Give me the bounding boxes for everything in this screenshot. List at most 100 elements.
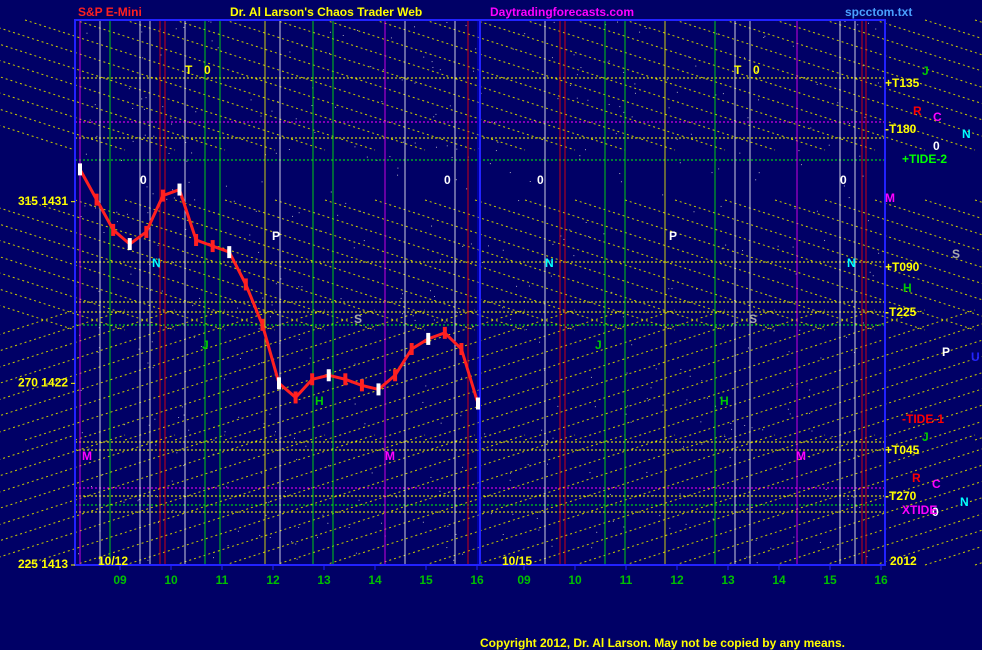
star	[440, 422, 442, 424]
star	[146, 186, 148, 188]
annotation: +TIDE-2	[902, 152, 947, 166]
diagonal	[474, 199, 876, 331]
diagonal	[0, 223, 326, 331]
x-tick-label: 15	[419, 573, 433, 587]
star	[549, 260, 551, 262]
star	[689, 375, 691, 377]
star	[200, 346, 202, 348]
x-tick-label: 11	[620, 573, 633, 587]
star	[258, 328, 260, 330]
diagonal	[274, 199, 676, 331]
star	[389, 156, 391, 158]
y-tick-label: 315 1431	[18, 194, 68, 208]
star	[679, 493, 681, 495]
star	[608, 103, 610, 105]
diagonal	[324, 199, 726, 331]
star	[547, 440, 549, 442]
star	[94, 104, 96, 106]
annotation: 0	[932, 505, 939, 519]
price-bar	[243, 278, 248, 291]
star	[233, 200, 235, 202]
star	[811, 430, 813, 432]
star	[161, 290, 163, 292]
star	[322, 514, 324, 516]
price-bar	[144, 225, 149, 238]
star	[490, 513, 492, 515]
star	[512, 513, 514, 515]
star	[183, 465, 185, 467]
diagonal	[174, 309, 576, 441]
diagonal	[524, 199, 926, 331]
star	[770, 547, 772, 549]
annotation: 0	[444, 173, 451, 187]
star	[828, 144, 830, 146]
star	[288, 149, 290, 151]
file-name: spcctom.txt	[845, 5, 912, 19]
star	[680, 368, 682, 370]
star	[334, 106, 336, 108]
star	[173, 197, 175, 199]
star	[155, 444, 157, 446]
star	[191, 152, 193, 154]
star	[342, 34, 344, 36]
diagonal	[24, 309, 426, 441]
star	[88, 448, 90, 450]
annotation: T	[185, 63, 193, 77]
star	[151, 341, 153, 343]
diagonal	[24, 19, 426, 151]
star	[412, 315, 414, 317]
star	[573, 54, 575, 56]
diagonal	[0, 434, 76, 460]
star	[591, 547, 593, 549]
star	[487, 245, 489, 247]
star	[725, 244, 727, 246]
star	[260, 115, 262, 117]
diagonal	[0, 309, 76, 335]
star	[138, 348, 140, 350]
diagonal	[774, 199, 982, 268]
star	[84, 205, 86, 207]
price-bar	[111, 223, 116, 236]
star	[435, 113, 437, 115]
star	[798, 150, 800, 152]
star	[141, 98, 143, 100]
diagonal	[724, 19, 982, 105]
star	[148, 424, 150, 426]
star	[560, 235, 562, 237]
diagonal	[674, 199, 982, 301]
diagonal	[0, 309, 376, 433]
star	[353, 247, 355, 249]
star	[563, 238, 565, 240]
star	[137, 500, 139, 502]
star	[311, 105, 313, 107]
diagonal	[0, 434, 376, 558]
star	[551, 57, 553, 59]
star	[719, 397, 721, 399]
star	[617, 21, 619, 23]
star	[309, 357, 311, 359]
star	[550, 275, 552, 277]
star	[730, 325, 732, 327]
star	[211, 471, 213, 473]
star	[98, 290, 100, 292]
diagonal	[824, 199, 982, 252]
star	[262, 297, 264, 299]
star	[275, 283, 277, 285]
star	[327, 522, 329, 524]
star	[249, 234, 251, 236]
star	[130, 273, 132, 275]
price-bar	[94, 193, 99, 206]
annotation: 0	[753, 63, 760, 77]
star	[150, 289, 152, 291]
star	[157, 496, 159, 498]
diagonal	[574, 199, 976, 331]
star	[655, 368, 657, 370]
star	[444, 321, 446, 323]
diagonal	[674, 19, 982, 121]
diagonal	[674, 464, 982, 566]
star	[147, 362, 149, 364]
star	[859, 506, 861, 508]
star	[573, 255, 575, 257]
diagonal	[0, 256, 226, 331]
annotation: S	[952, 247, 960, 261]
